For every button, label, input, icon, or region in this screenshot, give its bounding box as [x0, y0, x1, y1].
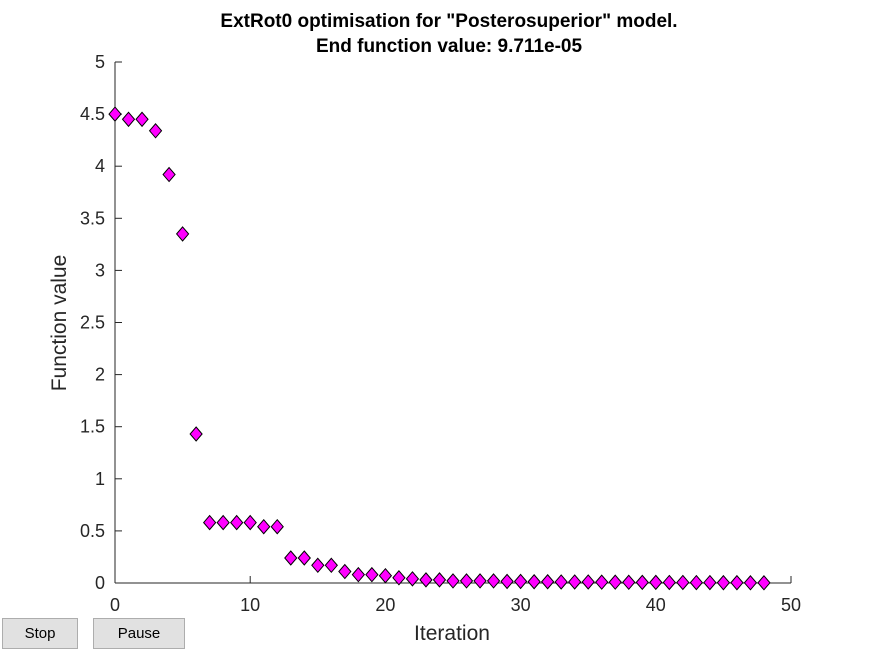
data-point	[270, 518, 284, 535]
data-point	[351, 566, 366, 583]
data-point	[486, 573, 501, 589]
data-point	[757, 575, 771, 591]
data-point	[703, 574, 717, 591]
y-tick-label: 2	[95, 365, 105, 385]
y-tick-label: 1.5	[80, 417, 105, 437]
data-point	[622, 574, 636, 591]
data-point	[135, 111, 149, 128]
data-point	[243, 514, 257, 531]
plot-area	[114, 62, 791, 584]
data-point	[473, 573, 487, 589]
stop-button[interactable]: Stop	[2, 618, 78, 649]
y-tick-label: 3.5	[80, 208, 105, 228]
data-point	[378, 567, 393, 584]
data-point	[459, 573, 474, 589]
x-tick-label: 10	[240, 595, 260, 615]
data-point	[189, 426, 203, 442]
data-point	[311, 557, 325, 574]
data-point	[324, 557, 338, 574]
x-axis-label: Iteration	[414, 622, 490, 645]
data-point	[338, 563, 352, 580]
data-point	[581, 574, 595, 590]
data-point	[676, 574, 690, 591]
x-tick-label: 40	[646, 595, 666, 615]
data-point	[392, 570, 406, 586]
y-tick-label: 4	[95, 156, 105, 176]
data-point	[405, 571, 420, 587]
data-point	[527, 573, 541, 590]
data-point	[716, 574, 731, 591]
data-point	[284, 550, 298, 566]
y-tick-label: 2.5	[80, 313, 105, 333]
data-series	[108, 106, 771, 591]
y-axis: 0 0.5 1 1.5 2 2.5 3 3.5 4 4.5 5	[80, 52, 122, 593]
data-point	[608, 574, 622, 590]
data-point	[568, 574, 582, 590]
data-point	[513, 573, 528, 590]
data-point	[730, 574, 744, 591]
data-point	[108, 106, 122, 122]
data-point	[365, 566, 379, 583]
data-point	[202, 514, 217, 531]
data-point	[257, 518, 271, 535]
x-tick-label: 0	[110, 595, 120, 615]
y-tick-label: 3	[95, 260, 105, 280]
data-point	[121, 111, 136, 128]
data-point	[500, 573, 514, 590]
data-point	[540, 573, 555, 590]
data-point	[649, 574, 663, 591]
y-tick-label: 0.5	[80, 521, 105, 541]
data-point	[446, 573, 460, 589]
data-point	[162, 166, 176, 183]
x-tick-label: 30	[511, 595, 531, 615]
data-point	[230, 514, 244, 531]
chart-subtitle: End function value: 9.711e-05	[316, 36, 583, 57]
x-tick-label: 50	[781, 595, 801, 615]
data-point	[175, 226, 190, 242]
pause-button[interactable]: Pause	[93, 618, 185, 649]
y-tick-label: 5	[95, 52, 105, 72]
data-point	[595, 574, 609, 590]
data-point	[148, 123, 163, 139]
data-point	[216, 514, 230, 531]
y-axis-label: Function value	[48, 255, 71, 392]
y-tick-label: 0	[95, 573, 105, 593]
y-tick-label: 1	[95, 469, 105, 489]
x-tick-label: 20	[375, 595, 395, 615]
y-tick-label: 4.5	[80, 104, 105, 124]
data-point	[743, 575, 758, 591]
data-point	[662, 574, 676, 591]
data-point	[554, 574, 568, 590]
data-point	[635, 574, 649, 591]
data-point	[419, 572, 433, 588]
data-point	[432, 572, 447, 588]
x-axis: 0 10 20 30 40 50	[110, 576, 801, 615]
data-point	[689, 574, 704, 591]
chart-title: ExtRot0 optimisation for "Posterosuperio…	[220, 11, 677, 32]
data-point	[297, 550, 311, 566]
